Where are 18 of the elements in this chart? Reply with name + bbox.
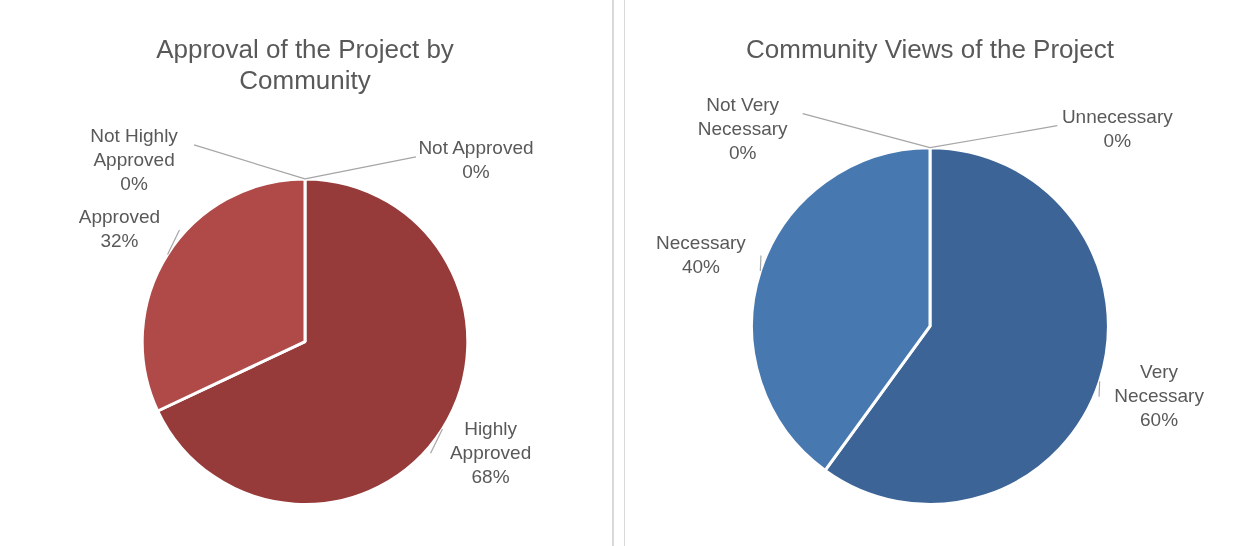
category-label: Unnecessary <box>1061 105 1173 127</box>
data-label: 40% <box>681 255 721 277</box>
text: 0% <box>120 173 148 195</box>
chart-title: Community Views of the Project <box>746 33 1115 64</box>
text: 0% <box>728 141 757 163</box>
data-label: 68% <box>471 465 510 487</box>
slice-label: Highly Approved <box>449 417 532 463</box>
slice-label: Approved <box>78 206 161 228</box>
text: 0% <box>1103 129 1132 151</box>
data-label: 32% <box>100 230 139 252</box>
chart-title: Approval of the Project by Community <box>156 33 454 95</box>
slice-label: Very Necessary <box>1114 360 1205 406</box>
slice-label: Necessary <box>656 231 747 253</box>
data-label: 60% <box>1140 408 1179 430</box>
category-label: Not Very Necessary <box>697 93 788 139</box>
text: 0% <box>462 161 490 183</box>
category-label: Not Highly Approved <box>90 125 178 171</box>
category-label: Not Approved <box>418 137 534 159</box>
